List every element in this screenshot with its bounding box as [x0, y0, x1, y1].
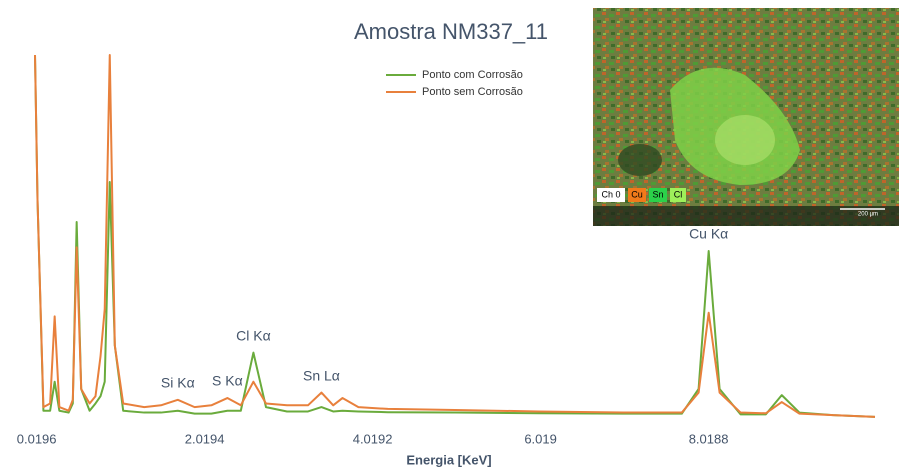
peak-label: Si Kα: [161, 375, 195, 391]
chart-title: Amostra NM337_11: [354, 19, 548, 44]
peak-label: Cl Kα: [236, 327, 271, 343]
peak-label: S Kα: [212, 373, 243, 389]
legend-label: Ponto sem Corrosão: [422, 86, 523, 98]
legend-label: Ponto com Corrosão: [422, 69, 523, 81]
channel-badge: [670, 188, 686, 202]
x-axis-label: Energia [KeV]: [406, 452, 491, 467]
peak-label: Cu Kα: [689, 226, 728, 242]
peak-label: Sn Lα: [303, 367, 340, 383]
channel-badge: [649, 188, 667, 202]
channel-badge: [628, 188, 646, 202]
series-line: [34, 54, 876, 418]
channel-label: Sn: [652, 189, 663, 199]
channel-badge: [597, 188, 625, 202]
inset-blob: [715, 115, 775, 165]
scale-label: 200 µm: [858, 212, 878, 218]
inset-footer: [593, 206, 899, 226]
x-tick-label: 6.019: [524, 431, 557, 446]
x-tick-label: 4.0192: [353, 431, 393, 446]
inset-blob: [618, 144, 662, 176]
channel-label: Ch 0: [601, 189, 620, 199]
x-tick-label: 8.0188: [689, 431, 729, 446]
x-tick-label: 0.0196: [17, 431, 57, 446]
inset-image: Ch 0 Cu Sn Cl 200 µm: [593, 8, 899, 226]
channel-label: Cu: [631, 189, 643, 199]
channel-label: Cl: [674, 189, 683, 199]
x-tick-label: 2.0194: [185, 431, 225, 446]
